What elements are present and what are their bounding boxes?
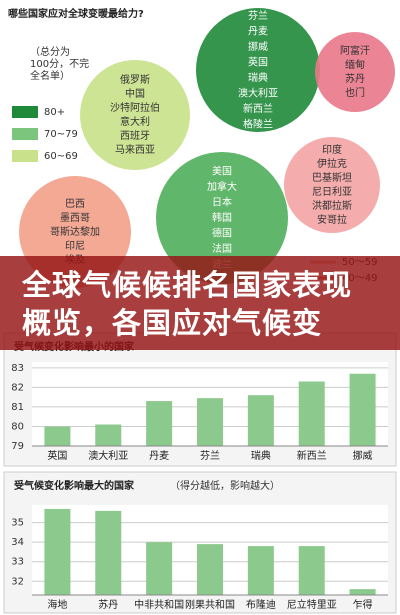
bubble-country: 墨西哥 (60, 212, 90, 224)
bubble-country: 安哥拉 (317, 213, 347, 226)
y-tick-label: 81 (11, 402, 24, 413)
legend-label: 80+ (44, 107, 65, 118)
bubble-country: 哥斯达黎加 (50, 225, 100, 238)
chart-subtitle: （得分越低，影响越大） (170, 479, 280, 492)
banner: 全球气候候排名国家表现概览，各国应对气候变 (0, 256, 400, 350)
x-tick-label: 尼立特里亚 (287, 598, 337, 611)
bar (349, 373, 376, 446)
bubble-country: 加拿大 (207, 180, 237, 193)
bubble-country: 巴西 (65, 198, 85, 210)
bubble (156, 152, 288, 284)
bubble-country: 美国 (212, 165, 232, 178)
bubble-country: 洪都拉斯 (312, 199, 352, 212)
bubble-country: 印尼 (65, 240, 85, 252)
note: 100分，不完 (30, 57, 89, 70)
bubble-country: 芬兰 (248, 9, 268, 22)
bubble-country: 俄罗斯 (120, 73, 150, 86)
bubble-country: 丹麦 (248, 25, 268, 37)
bubble-country: 瑞典 (248, 71, 268, 84)
note: （总分为 (30, 45, 70, 58)
bubble-country: 苏丹 (345, 72, 365, 85)
bubble-country: 挪威 (248, 40, 268, 53)
x-tick-label: 苏丹 (98, 598, 118, 611)
bubble (196, 8, 320, 132)
x-tick-label: 英国 (47, 449, 67, 462)
bar (298, 546, 325, 595)
bubble-country: 巴基斯坦 (312, 171, 352, 184)
y-tick-label: 33 (11, 557, 24, 568)
bar (146, 542, 173, 595)
legend-label: 70~79 (44, 129, 78, 140)
y-tick-label: 80 (11, 421, 24, 432)
info-title: 哪些国家应对全球变暖最给力? (8, 7, 144, 20)
bubble (284, 137, 380, 233)
bubble-country: 日本 (212, 196, 232, 209)
bubble-country: 沙特阿拉伯 (110, 101, 160, 114)
y-tick-label: 82 (11, 382, 24, 393)
bubble-country: 法国 (212, 242, 232, 255)
bubble-country: 意大利 (120, 115, 150, 128)
bubble-country: 马来西亚 (115, 144, 155, 156)
bubble (315, 32, 395, 112)
bar (247, 546, 274, 595)
bar (247, 395, 274, 446)
legend-label: 60~69 (44, 151, 78, 162)
bubble (80, 60, 190, 170)
bar (197, 398, 223, 446)
y-tick-label: 32 (11, 576, 24, 587)
x-tick-label: 澳大利亚 (88, 449, 128, 462)
bar (44, 508, 71, 595)
x-tick-label: 瑞典 (251, 449, 271, 462)
bubble-country: 伊拉克 (317, 157, 347, 170)
x-tick-label: 刚果共和国 (185, 599, 235, 611)
y-tick-label: 79 (11, 441, 24, 452)
y-tick-label: 34 (11, 537, 24, 548)
bar (197, 544, 223, 595)
bubble-country: 英国 (248, 55, 268, 68)
bubble-country: 中国 (125, 87, 145, 100)
bubble-country: 新西兰 (243, 102, 273, 115)
chart-title: 受气候变化影响最大的国家 (14, 479, 135, 492)
bar (95, 510, 122, 595)
bubble-country: 也门 (345, 86, 365, 99)
bubble-country: 德国 (212, 227, 232, 240)
bar (146, 401, 173, 446)
y-tick-label: 83 (11, 363, 24, 374)
bar (95, 424, 122, 446)
bubble-country: 印度 (322, 143, 342, 156)
bubble-country: 尼日利亚 (312, 186, 352, 198)
x-tick-label: 布隆迪 (246, 598, 276, 611)
bar (44, 426, 71, 446)
x-tick-label: 中非共和国 (134, 598, 184, 611)
bubble-country: 格陵兰 (243, 117, 273, 130)
bubble-country: 西班牙 (120, 130, 150, 142)
legend-swatch (12, 128, 38, 140)
y-tick-label: 35 (11, 518, 24, 529)
bubble-country: 阿富汗 (340, 44, 370, 57)
legend-swatch (12, 150, 38, 162)
bubble-country: 缅甸 (345, 58, 365, 71)
x-tick-label: 挪威 (353, 449, 373, 462)
x-tick-label: 乍得 (353, 598, 373, 611)
bar (349, 589, 376, 595)
bar (298, 381, 325, 446)
x-tick-label: 丹麦 (149, 450, 169, 462)
x-tick-label: 芬兰 (200, 449, 220, 462)
note: 全名单） (30, 69, 70, 82)
bubble-country: 韩国 (212, 211, 232, 224)
bubble-country: 澳大利亚 (238, 86, 278, 99)
x-tick-label: 海地 (47, 598, 67, 611)
legend-swatch (12, 106, 38, 118)
x-tick-label: 新西兰 (297, 449, 327, 462)
